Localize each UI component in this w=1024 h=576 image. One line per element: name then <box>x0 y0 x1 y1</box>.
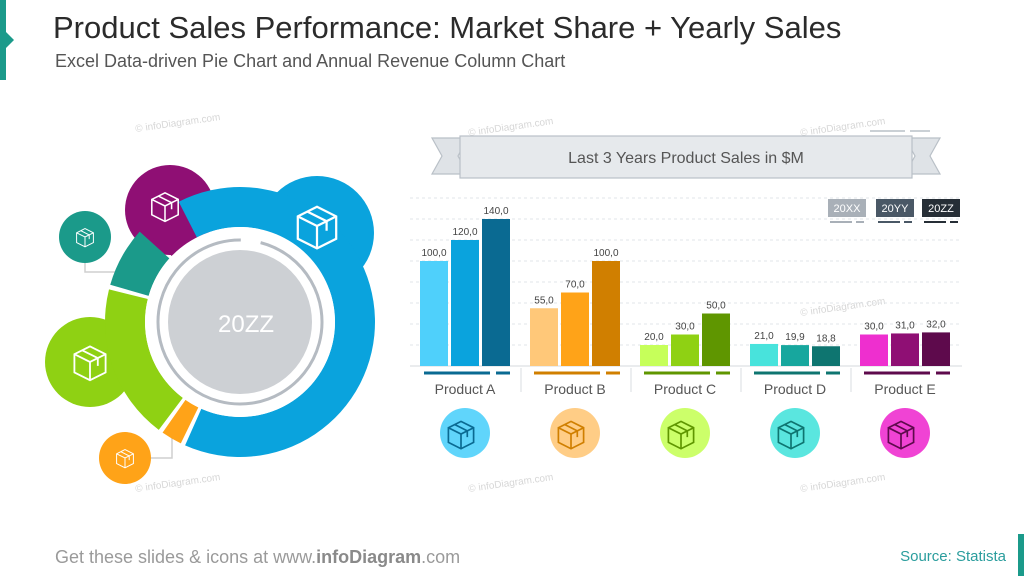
donut-segment <box>162 399 199 444</box>
bar <box>640 345 668 366</box>
donut-center-label: 20ZZ <box>218 311 274 338</box>
source-label: Source: Statista <box>900 548 1006 565</box>
bar <box>750 343 778 366</box>
data-label: 20,0 <box>644 332 664 343</box>
product-icon-circle <box>550 408 600 458</box>
data-label: 120,0 <box>452 227 477 238</box>
data-label: 19,9 <box>785 332 805 343</box>
bar <box>530 308 558 366</box>
data-label: 31,0 <box>895 320 915 331</box>
legend-swatch <box>876 199 914 217</box>
box-icon <box>777 420 805 450</box>
category-label: Product A <box>435 381 496 397</box>
data-label: 18,8 <box>816 333 836 344</box>
legend-swatch <box>828 199 866 217</box>
chart-legend: 20XX 20YY 20ZZ <box>828 199 960 223</box>
box-icon <box>887 420 915 450</box>
bar <box>702 313 730 366</box>
chart-title: Last 3 Years Product Sales in $M <box>568 150 804 167</box>
page-subtitle: Excel Data-driven Pie Chart and Annual R… <box>55 51 566 71</box>
category-label: Product B <box>544 381 605 397</box>
bar <box>860 334 888 366</box>
product-icon-circle <box>880 408 930 458</box>
category-label: Product C <box>654 381 716 397</box>
box-icon <box>447 420 475 450</box>
data-label: 30,0 <box>864 322 884 333</box>
data-label: 100,0 <box>421 248 446 259</box>
donut-center <box>168 250 312 394</box>
accent-bar-right <box>1018 534 1024 576</box>
data-label: 55,0 <box>534 295 554 306</box>
chart-bars: 100,0 120,0 140,0 Product A 55,0 70,0 100,0 Pro… <box>420 206 950 458</box>
footer-prefix: Get these slides & icons at www. <box>55 547 317 567</box>
legend-label: 20XX <box>834 203 862 215</box>
bar <box>420 261 448 366</box>
legend-label: 20ZZ <box>928 203 954 215</box>
product-icon-circle <box>660 408 710 458</box>
data-label: 100,0 <box>593 248 618 259</box>
bar <box>561 292 589 366</box>
data-label: 21,0 <box>754 331 774 342</box>
bar <box>922 332 950 366</box>
accent-notch <box>6 32 14 48</box>
footer-suffix: .com <box>421 547 461 567</box>
footer-text: Get these slides & icons at www.infoDiag… <box>55 547 460 568</box>
product-icon-circle <box>770 408 820 458</box>
box-icon <box>667 420 695 450</box>
donut-segment <box>178 187 376 458</box>
data-label: 140,0 <box>483 206 508 217</box>
bar <box>891 333 919 366</box>
donut-inner-ring <box>156 238 324 406</box>
banner <box>459 135 913 179</box>
product-icon-circle <box>440 408 490 458</box>
bar <box>671 334 699 366</box>
legend-label: 20YY <box>882 203 910 215</box>
box-icon <box>557 420 585 450</box>
category-label: Product D <box>764 381 826 397</box>
data-label: 32,0 <box>926 319 946 330</box>
page-title: Product Sales Performance: Market Share … <box>53 10 842 45</box>
bar <box>482 219 510 366</box>
bar <box>592 261 620 366</box>
data-label: 30,0 <box>675 322 695 333</box>
data-label: 70,0 <box>565 280 585 291</box>
accent-bar-left <box>0 0 6 80</box>
legend-swatch <box>922 199 960 217</box>
donut-segment <box>110 231 170 296</box>
data-label: 50,0 <box>706 301 726 312</box>
bar <box>451 240 479 366</box>
footer-brand: infoDiagram <box>316 547 422 567</box>
bar <box>781 345 809 366</box>
category-label: Product E <box>874 381 935 397</box>
bar <box>812 346 840 366</box>
donut-segment <box>105 289 183 430</box>
